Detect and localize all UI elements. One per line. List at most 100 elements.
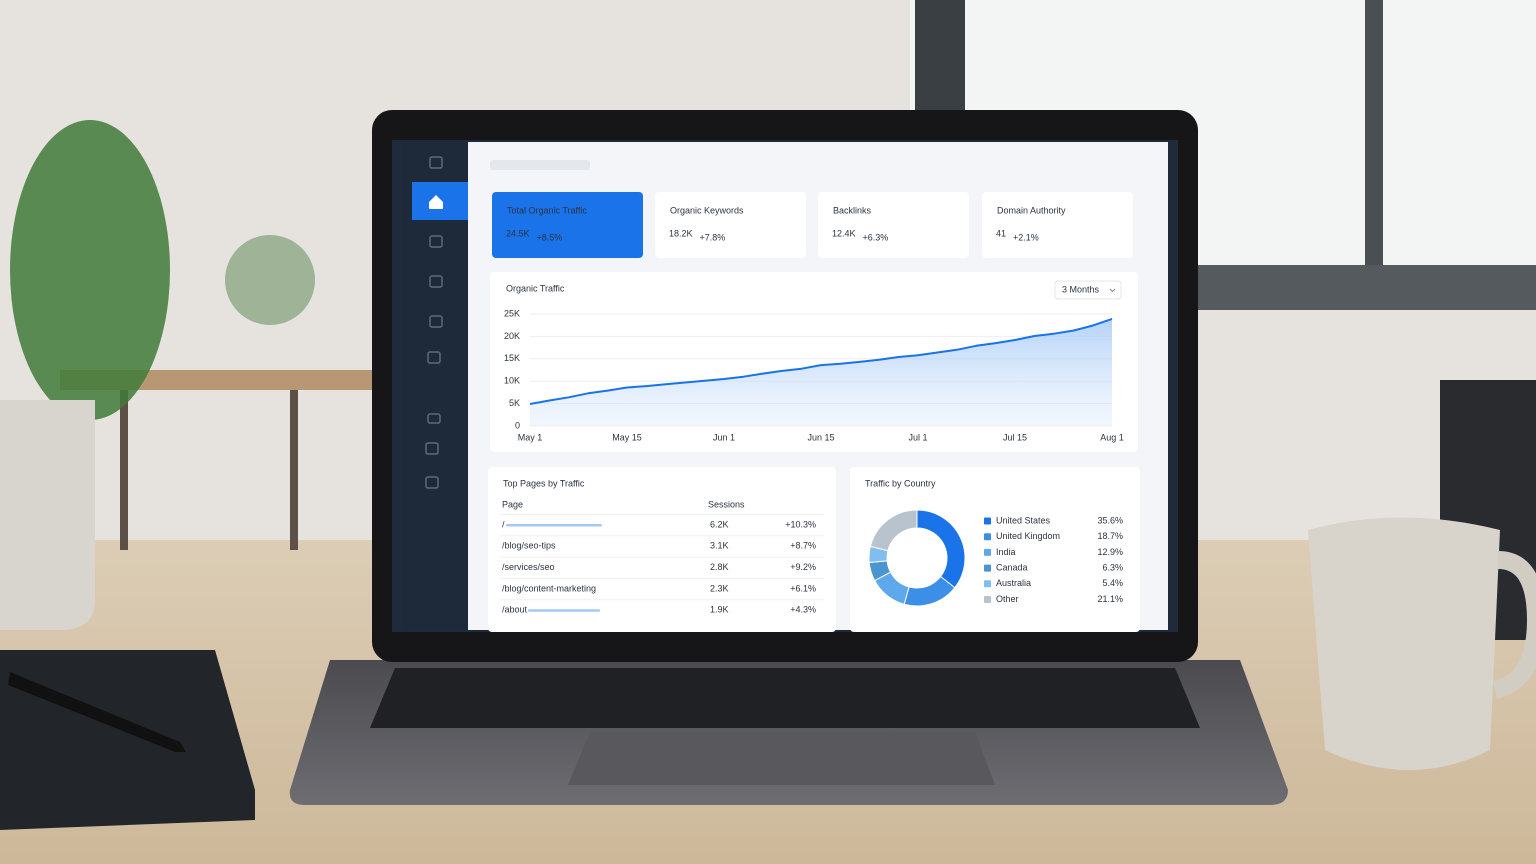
range-label[interactable]: 3 Months [1062,284,1100,294]
y-tick-label: 10K [504,376,520,386]
area [530,318,1112,426]
sessions: 3.1K [710,541,729,551]
legend-label: Australia [996,578,1031,588]
window-frame [1365,0,1383,300]
legend-swatch [984,596,991,603]
panel [488,467,836,632]
kpi-value: 24.5K [506,228,530,238]
kpi-value: 18.2K [669,228,693,238]
kpi-title: Organic Keywords [670,205,744,215]
home-icon[interactable] [429,195,443,209]
legend-swatch [984,533,991,541]
pot [0,400,95,630]
pen [8,672,186,752]
kpi-row: Total Organic Traffic 24.5K +8.5% Organic K… [492,192,1133,258]
keyboard [370,668,1200,728]
page-path: / [502,519,505,529]
kpi-card [818,192,969,258]
nav-icon[interactable] [429,235,443,248]
chevron[interactable] [1109,288,1116,293]
line [529,317,1113,405]
sidebar [402,142,468,630]
page-path: /services/seo [502,562,555,572]
x-tick-label: Jul 1 [908,432,927,442]
page-path: /about [502,605,528,615]
x-tick-label: Jun 15 [807,432,834,442]
y-tick-label: 0 [515,420,520,430]
x-tick-label: May 15 [612,432,642,442]
mug-handle [1492,551,1536,699]
plant [10,120,170,420]
legend-swatch [984,580,991,588]
legend-label: Canada [996,562,1028,572]
legend-value: 6.3% [1102,562,1123,572]
kpi-card [492,192,643,258]
x-tick-label: Jul 15 [1003,432,1027,442]
legend-value: 12.9% [1097,547,1123,557]
window-sill [1180,265,1536,310]
nav-icon[interactable] [429,275,443,288]
y-tick-label: 5K [509,398,520,408]
mug [1308,517,1500,770]
shelf-leg [290,390,298,550]
y-tick-label: 15K [504,353,520,363]
x-tick-label: Aug 1 [1100,432,1124,442]
nav-icon[interactable] [427,413,441,424]
sessions: 2.3K [710,583,729,593]
change: +10.3% [785,519,816,529]
nav-icon[interactable] [429,156,443,169]
slice [869,509,918,552]
kpi-change: +2.1% [1013,232,1039,242]
nav-icon[interactable] [425,476,439,489]
y-tick-label: 25K [504,308,520,318]
legend-value: 18.7% [1097,531,1123,541]
legend-swatch [984,517,991,525]
breadcrumb [490,160,590,170]
change: +9.2% [790,562,816,572]
page-path: /blog/seo-tips [502,541,556,551]
change: +6.1% [790,583,816,593]
trackpad [568,732,995,785]
legend-value: 21.1% [1097,594,1123,604]
traffic-bar [528,609,600,612]
sessions: 1.9K [710,605,729,615]
nav-icon[interactable] [425,442,439,455]
kpi-card [982,192,1133,258]
x-tick-label: Jun 1 [713,432,735,442]
legend-swatch [984,564,991,572]
sessions: 2.8K [710,562,729,572]
shelf-leg [120,390,128,550]
legend-label: United Kingdom [996,531,1060,541]
legend-label: India [996,547,1016,557]
kpi-change: +7.8% [700,232,726,242]
nav-icon[interactable] [427,351,441,364]
kpi-title: Total Organic Traffic [507,205,587,215]
column-header: Page [502,499,523,509]
kpi-change: +8.5% [537,232,563,242]
legend-swatch [984,548,991,556]
x-tick-label: May 1 [518,432,543,442]
change: +4.3% [790,605,816,615]
kpi-value: 41 [996,228,1006,238]
page-path: /blog/content-marketing [502,583,596,593]
kpi-title: Backlinks [833,205,872,215]
kpi-card [655,192,806,258]
change: +8.7% [790,541,816,551]
line-chart: 0 5K 10K 15K 20K 25K May 1 May 15 Jun 1 Jun 15 Jul… [504,308,1124,442]
notebook [0,650,255,830]
table-title: Top Pages by Traffic [503,478,585,488]
legend-value: 5.4% [1102,578,1123,588]
legend-label: Other [996,594,1019,604]
y-tick-label: 20K [504,331,520,341]
legend-label: United States [996,515,1051,525]
traffic-bar [506,524,602,527]
kpi-change: +6.3% [863,232,889,242]
nav-icon[interactable] [429,315,443,328]
range-dropdown[interactable] [1054,280,1122,300]
chart-title: Traffic by Country [865,478,936,488]
legend-value: 35.6% [1097,515,1123,525]
chart-title: Organic Traffic [506,283,565,293]
sessions: 6.2K [710,519,729,529]
